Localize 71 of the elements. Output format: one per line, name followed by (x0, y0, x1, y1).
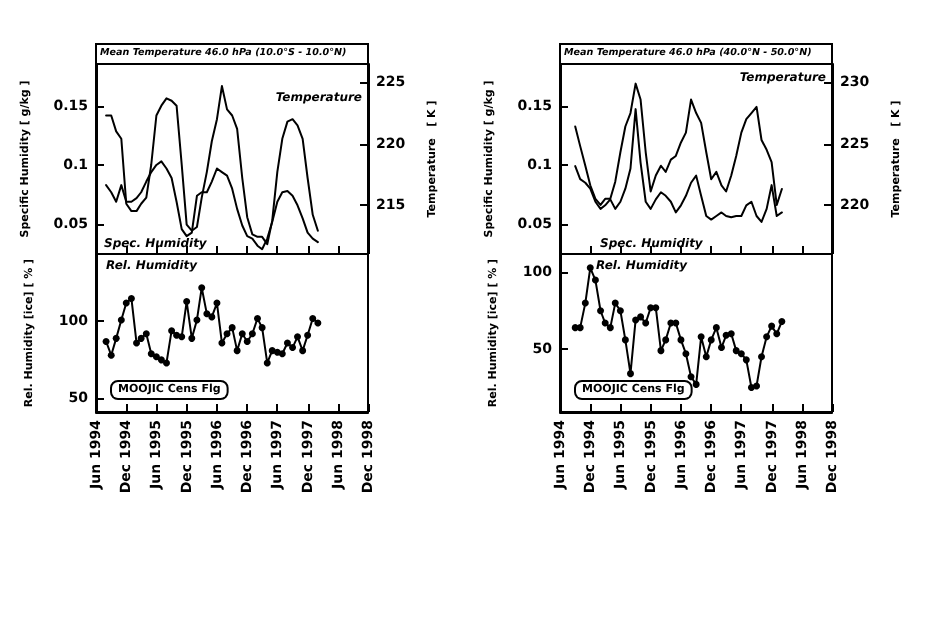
point (626, 370, 634, 378)
point (142, 330, 150, 338)
point (611, 299, 619, 307)
point (606, 324, 614, 332)
point (732, 347, 740, 355)
point (642, 319, 650, 327)
point (283, 339, 291, 347)
point (228, 324, 236, 332)
point (702, 353, 710, 361)
point (102, 337, 110, 345)
point (117, 316, 125, 324)
point (637, 313, 645, 321)
point (243, 337, 251, 345)
point (314, 319, 322, 327)
point (712, 324, 720, 332)
point (188, 334, 196, 342)
point (258, 324, 266, 332)
point (707, 336, 715, 344)
point (742, 356, 750, 364)
point (112, 334, 120, 342)
point (294, 333, 302, 341)
point (657, 347, 665, 355)
point (168, 327, 176, 335)
point (581, 299, 589, 307)
point (576, 324, 584, 332)
point (586, 264, 594, 272)
point (147, 350, 155, 358)
point (208, 313, 216, 321)
point (122, 299, 130, 307)
point (162, 359, 170, 367)
point (289, 344, 297, 352)
point (233, 347, 241, 355)
point (601, 319, 609, 327)
point (652, 304, 660, 312)
point (198, 284, 206, 292)
point (682, 350, 690, 358)
point (758, 353, 766, 361)
point (178, 333, 186, 341)
point (717, 344, 725, 352)
point (737, 350, 745, 358)
point (309, 314, 317, 322)
point (672, 319, 680, 327)
point (687, 373, 695, 381)
point (248, 330, 256, 338)
point (183, 298, 191, 306)
point (263, 359, 271, 367)
point (591, 276, 599, 284)
point (299, 347, 307, 355)
point (304, 331, 312, 339)
point (778, 318, 786, 325)
point (727, 330, 735, 338)
point (127, 294, 135, 302)
point (662, 336, 670, 344)
point (763, 333, 771, 341)
point (238, 330, 246, 338)
point (616, 307, 624, 315)
point (133, 339, 141, 347)
point (753, 382, 761, 390)
point (697, 333, 705, 341)
point (253, 314, 261, 322)
point (152, 353, 160, 361)
point (773, 330, 781, 338)
point (621, 336, 629, 344)
point (107, 351, 115, 359)
point (157, 356, 165, 364)
point (768, 322, 776, 330)
point (223, 330, 231, 338)
point (278, 350, 286, 358)
point (137, 334, 145, 342)
point (692, 380, 700, 388)
point (597, 307, 605, 315)
